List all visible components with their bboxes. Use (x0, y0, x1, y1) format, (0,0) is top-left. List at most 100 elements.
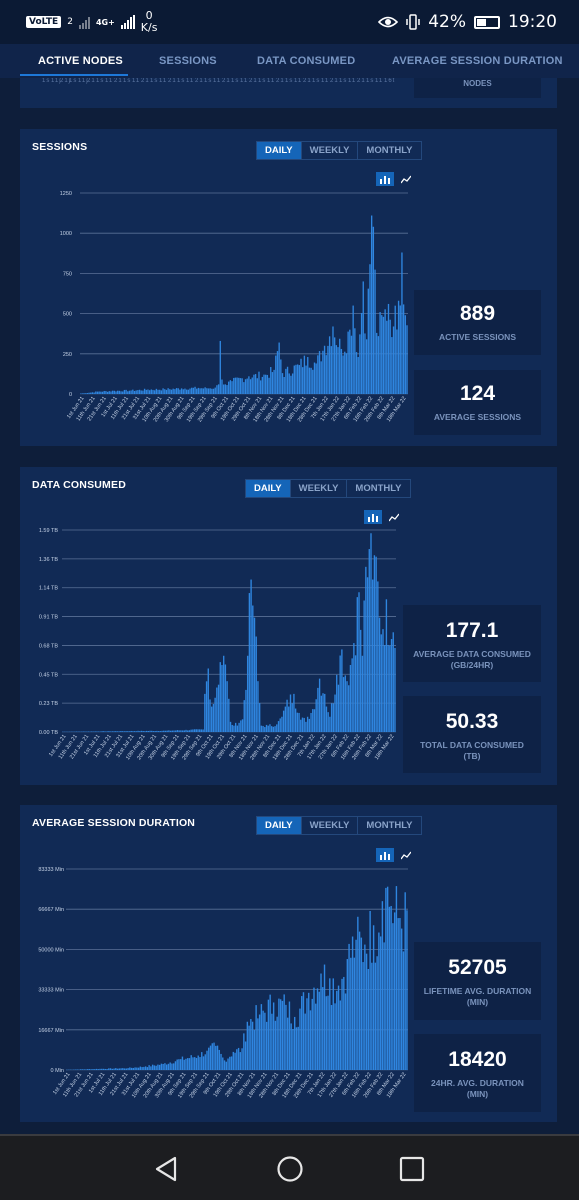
bar (325, 355, 327, 394)
bar (253, 374, 255, 394)
bar (154, 731, 156, 732)
bar (402, 304, 405, 394)
bar (323, 964, 326, 1070)
bar (390, 639, 393, 732)
bar (278, 998, 280, 1070)
tab-average-session-duration[interactable]: AVERAGE SESSION DURATION (392, 55, 563, 67)
range-weekly[interactable]: WEEKLY (300, 817, 358, 834)
bar (173, 730, 175, 732)
bar (399, 918, 401, 1070)
back-icon[interactable] (153, 1155, 179, 1183)
bar (133, 390, 136, 394)
bar (354, 328, 356, 394)
bar (263, 374, 265, 394)
bar (170, 389, 173, 394)
bar (150, 1066, 152, 1070)
bar (160, 390, 163, 394)
range-daily[interactable]: DAILY (257, 817, 301, 834)
bar (162, 1063, 164, 1070)
bar (318, 991, 320, 1070)
bar (253, 617, 256, 732)
bar (334, 1003, 336, 1070)
bar (171, 1063, 173, 1070)
bar (378, 617, 381, 732)
bar (204, 387, 206, 394)
bar (339, 1000, 341, 1070)
bar (343, 976, 345, 1070)
line-chart-icon[interactable] (397, 848, 415, 862)
bar (192, 387, 195, 394)
bar (284, 706, 287, 732)
range-weekly[interactable]: WEEKLY (300, 142, 358, 159)
tab-active-nodes[interactable]: ACTIVE NODES (38, 55, 123, 67)
bar (231, 381, 233, 394)
bar (243, 1033, 245, 1070)
bar (327, 345, 329, 394)
bar (336, 674, 338, 732)
bar (378, 932, 380, 1070)
bar (406, 910, 408, 1070)
bar (202, 388, 205, 394)
bar (315, 1003, 317, 1070)
stat-label: TOTAL DATA CONSUMED (TB) (420, 740, 524, 761)
x-tick-label: 11j (51, 78, 62, 84)
chart-type-toggle (376, 848, 415, 862)
bar (178, 1059, 180, 1070)
bar-chart-icon[interactable] (364, 510, 382, 524)
tab-sessions[interactable]: SESSIONS (159, 55, 217, 67)
y-tick-label: 0.00 TB (39, 730, 58, 736)
bar (218, 1049, 220, 1070)
bar (120, 730, 122, 732)
bar (122, 391, 124, 394)
range-daily[interactable]: DAILY (257, 142, 301, 159)
bar-chart-icon[interactable] (376, 848, 394, 862)
bar (169, 1062, 171, 1070)
y-tick-label: 0.91 TB (39, 615, 58, 621)
home-icon[interactable] (276, 1155, 304, 1183)
bar (387, 644, 389, 732)
range-weekly[interactable]: WEEKLY (289, 480, 347, 497)
bar (108, 1068, 110, 1070)
recent-apps-icon[interactable] (399, 1156, 425, 1182)
bar (372, 226, 375, 394)
bar (194, 1057, 196, 1070)
bar (271, 1013, 273, 1070)
bar (110, 391, 112, 394)
bar (140, 730, 143, 732)
bar (118, 1068, 121, 1070)
bar (199, 729, 201, 732)
bar (164, 730, 167, 732)
bar (346, 681, 348, 732)
bar (300, 358, 302, 394)
bar (347, 331, 349, 394)
x-tick-label: 11 (294, 78, 303, 84)
active-sessions-stat: 889 ACTIVE SESSIONS (414, 290, 541, 355)
stat-label: ACTIVE SESSIONS (439, 332, 516, 342)
bar (139, 1066, 142, 1070)
bar (286, 366, 289, 394)
line-chart-icon[interactable] (397, 172, 415, 186)
bar (273, 369, 275, 394)
bar (109, 731, 112, 732)
bar (261, 376, 264, 394)
tab-data-consumed[interactable]: DATA CONSUMED (257, 55, 356, 67)
bar (388, 906, 391, 1070)
x-tick-label: 11 (321, 78, 330, 84)
range-monthly[interactable]: MONTHLY (357, 817, 420, 834)
bar (269, 724, 271, 732)
bar (213, 1042, 215, 1070)
bar (285, 368, 287, 394)
bar (123, 731, 126, 732)
bar-chart-icon[interactable] (376, 172, 394, 186)
range-daily[interactable]: DAILY (246, 480, 290, 497)
24hr-avg-duration-stat: 18420 24HR. AVG. DURATION (MIN) (414, 1034, 541, 1112)
bar (187, 1058, 189, 1070)
line-chart-icon[interactable] (385, 510, 403, 524)
bar (327, 712, 329, 732)
range-monthly[interactable]: MONTHLY (346, 480, 409, 497)
range-monthly[interactable]: MONTHLY (357, 142, 420, 159)
bar (394, 647, 396, 732)
bar (302, 367, 304, 394)
bar (111, 390, 114, 394)
bar (192, 729, 194, 732)
